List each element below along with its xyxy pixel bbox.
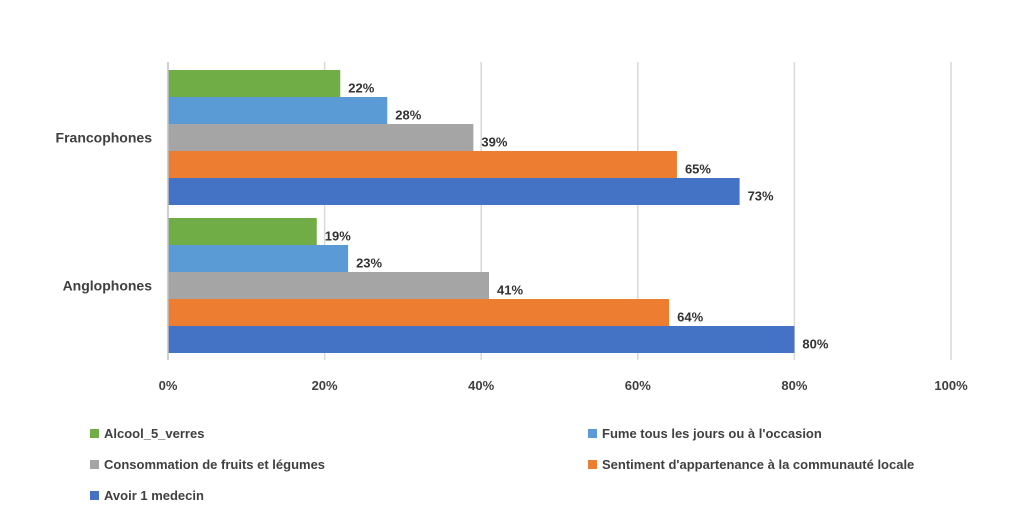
- bar-francophones-alcool-5-verres: [168, 70, 341, 97]
- data-label-anglophones-avoir-1-medecin: 80%: [802, 337, 828, 352]
- legend-swatch-sentiment-d-appartenance-a-la-communaute-locale: [588, 460, 597, 469]
- x-tick-label-0: 0%: [159, 378, 178, 393]
- legend-label-alcool-5-verres: Alcool_5_verres: [104, 426, 204, 441]
- legend-label-consommation-de-fruits-et-legumes: Consommation de fruits et légumes: [104, 457, 325, 472]
- bar-francophones-avoir-1-medecin: [168, 178, 740, 205]
- data-label-francophones-sentiment-d-appartenance-a-la-communaute-locale: 65%: [685, 162, 711, 177]
- x-tick-label-100: 100%: [934, 378, 968, 393]
- x-tick-label-60: 60%: [625, 378, 651, 393]
- bar-anglophones-sentiment-d-appartenance-a-la-communaute-locale: [168, 299, 670, 326]
- bar-francophones-consommation-de-fruits-et-legumes: [168, 124, 474, 151]
- legend-swatch-alcool-5-verres: [90, 429, 99, 438]
- data-label-anglophones-alcool-5-verres: 19%: [325, 229, 351, 244]
- bar-anglophones-consommation-de-fruits-et-legumes: [168, 272, 490, 299]
- bar-anglophones-avoir-1-medecin: [168, 326, 795, 353]
- data-label-francophones-consommation-de-fruits-et-legumes: 39%: [481, 135, 507, 150]
- x-tick-label-80: 80%: [781, 378, 807, 393]
- x-tick-label-40: 40%: [468, 378, 494, 393]
- data-label-anglophones-consommation-de-fruits-et-legumes: 41%: [497, 283, 523, 298]
- data-label-anglophones-fume-tous-les-jours-ou-a-l-occasion: 23%: [356, 256, 382, 271]
- legend-label-sentiment-d-appartenance-a-la-communaute-locale: Sentiment d'appartenance à la communauté…: [602, 457, 914, 472]
- data-label-anglophones-sentiment-d-appartenance-a-la-communaute-locale: 64%: [677, 310, 703, 325]
- legend-label-avoir-1-medecin: Avoir 1 medecin: [104, 488, 204, 503]
- bar-anglophones-fume-tous-les-jours-ou-a-l-occasion: [168, 245, 349, 272]
- legend-swatch-fume-tous-les-jours-ou-a-l-occasion: [588, 429, 597, 438]
- x-tick-label-20: 20%: [312, 378, 338, 393]
- data-label-francophones-alcool-5-verres: 22%: [348, 81, 374, 96]
- legend-label-fume-tous-les-jours-ou-a-l-occasion: Fume tous les jours ou à l'occasion: [602, 426, 822, 441]
- category-label-francophones: Francophones: [56, 130, 153, 146]
- data-label-francophones-fume-tous-les-jours-ou-a-l-occasion: 28%: [395, 108, 421, 123]
- bar-francophones-fume-tous-les-jours-ou-a-l-occasion: [168, 97, 388, 124]
- bar-anglophones-alcool-5-verres: [168, 218, 317, 245]
- legend-swatch-consommation-de-fruits-et-legumes: [90, 460, 99, 469]
- bar-francophones-sentiment-d-appartenance-a-la-communaute-locale: [168, 151, 677, 178]
- category-label-anglophones: Anglophones: [63, 278, 153, 294]
- data-label-francophones-avoir-1-medecin: 73%: [748, 189, 774, 204]
- legend-swatch-avoir-1-medecin: [90, 491, 99, 500]
